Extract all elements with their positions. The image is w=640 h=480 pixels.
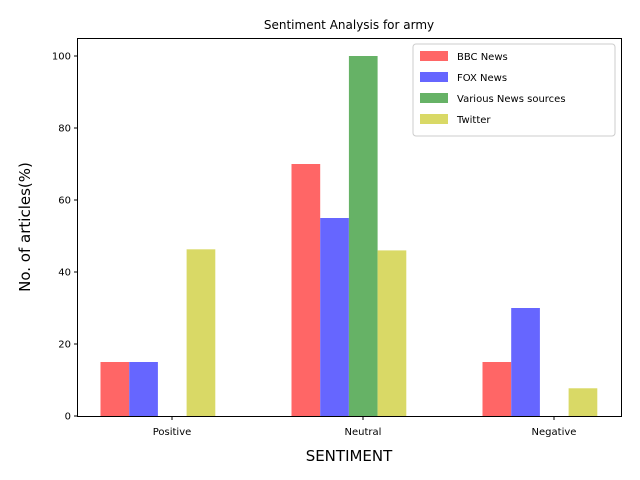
y-tick-label: 60	[58, 196, 71, 207]
legend-label-various-news-sources: Various News sources	[457, 94, 566, 105]
legend-label-twitter: Twitter	[456, 115, 491, 126]
bars-group	[100, 56, 598, 416]
bar-fox-news-negative	[511, 308, 540, 416]
bar-bbc-news-neutral	[291, 164, 321, 416]
legend-label-bbc-news: BBC News	[457, 52, 508, 63]
chart-title: Sentiment Analysis for army	[264, 18, 434, 32]
plot-frame	[77, 38, 622, 417]
bar-twitter-negative	[568, 388, 598, 416]
legend-swatch-bbc-news	[420, 51, 448, 61]
y-tick-label: 80	[58, 124, 71, 135]
x-axis: Positive Neutral Negative	[153, 416, 577, 438]
legend: BBC News FOX News Various News sources Twit…	[412, 43, 616, 137]
bar-bbc-news-negative	[482, 362, 512, 416]
y-axis: 0 20 40 60 80 100	[52, 52, 78, 423]
bar-various-news-sources-neutral	[348, 56, 378, 416]
legend-swatch-twitter	[420, 114, 448, 124]
bar-fox-news-neutral	[320, 218, 349, 416]
bar-twitter-neutral	[377, 250, 407, 416]
bar-fox-news-positive	[129, 362, 158, 416]
legend-box	[412, 43, 616, 137]
legend-swatch-fox-news	[420, 72, 448, 82]
bar-twitter-positive	[186, 249, 216, 416]
y-tick-label: 100	[52, 52, 71, 63]
legend-label-fox-news: FOX News	[457, 73, 507, 84]
y-tick-label: 20	[58, 340, 71, 351]
x-tick-label-negative: Negative	[532, 427, 577, 438]
y-tick-label: 0	[65, 412, 71, 423]
x-axis-label: SENTIMENT	[306, 447, 393, 465]
x-tick-label-neutral: Neutral	[345, 427, 382, 438]
bar-bbc-news-positive	[100, 362, 130, 416]
x-tick-label-positive: Positive	[153, 427, 192, 438]
y-axis-label: No. of articles(%)	[16, 162, 34, 292]
legend-swatch-various-news-sources	[420, 93, 448, 103]
y-tick-label: 40	[58, 268, 71, 279]
